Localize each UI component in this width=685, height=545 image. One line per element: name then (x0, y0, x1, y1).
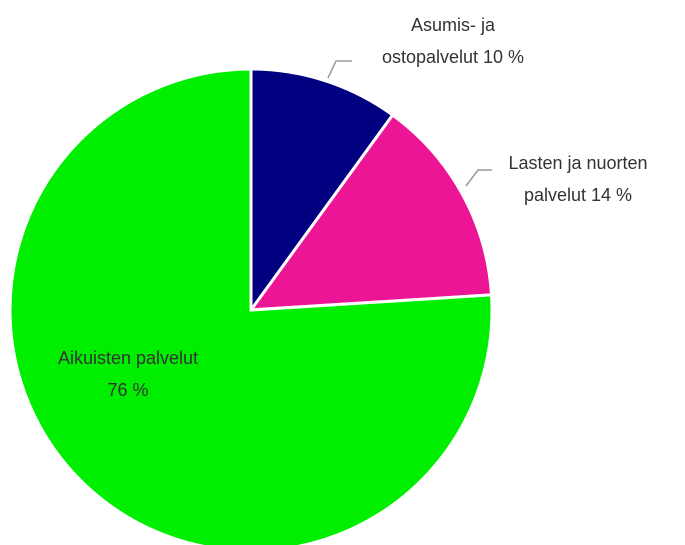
slice-label: Lasten ja nuorten palvelut 14 % (496, 147, 661, 211)
leader-line (465, 169, 492, 187)
category-label: Lasten ja nuorten palvelut (508, 153, 648, 205)
value-label: 10 % (483, 47, 525, 67)
slice-label: Aikuisten palvelut 76 % (43, 342, 213, 406)
pie-slice (247, 112, 494, 312)
category-label: Aikuisten palvelut (57, 348, 199, 368)
pie-slice (249, 67, 395, 315)
value-label: 76 % (107, 380, 149, 400)
value-label: 14 % (591, 185, 633, 205)
leader-line (327, 60, 352, 79)
category-label: Asumis- ja ostopalvelut (381, 15, 495, 67)
slice-label: Asumis- ja ostopalvelut 10 % (363, 9, 543, 73)
pie-slice (8, 67, 494, 545)
